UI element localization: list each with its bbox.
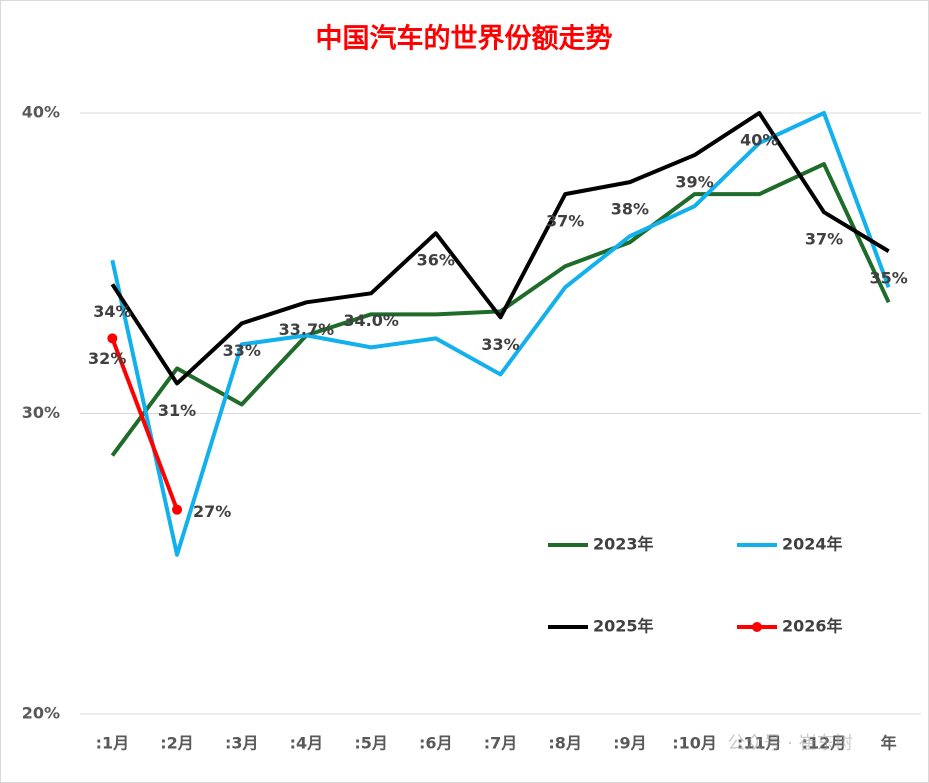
x-tick-label: :4月 <box>290 734 324 753</box>
data-label: 40% <box>740 131 778 150</box>
series-line <box>110 111 891 557</box>
series-line <box>110 111 890 386</box>
x-tick-label: 年 <box>881 734 897 753</box>
x-tick-label: :8月 <box>548 734 582 753</box>
data-label: 34.0% <box>343 311 399 330</box>
x-tick-label: :9月 <box>613 734 647 753</box>
x-tick-label: :5月 <box>354 734 388 753</box>
x-tick-label: :11月 <box>737 734 782 753</box>
data-label: 34% <box>93 302 131 321</box>
data-label: 33.7% <box>279 320 335 339</box>
legend-label: 2026年 <box>782 617 843 636</box>
y-tick-label: 30% <box>22 403 60 422</box>
data-label: 32% <box>88 349 126 368</box>
legend-label: 2025年 <box>593 617 654 636</box>
data-label: 36% <box>417 251 455 270</box>
data-label: 37% <box>546 212 584 231</box>
x-tick-label: :6月 <box>419 734 453 753</box>
x-tick-label: :12月 <box>802 734 847 753</box>
data-label: 35% <box>870 269 908 288</box>
data-label: 38% <box>611 200 649 219</box>
data-label: 33% <box>481 335 519 354</box>
y-tick-label: 20% <box>22 704 60 723</box>
x-tick-label: :10月 <box>672 734 717 753</box>
data-label: 33% <box>223 341 261 360</box>
legend-label: 2024年 <box>782 535 843 554</box>
series-line <box>110 162 891 457</box>
chart-title: 中国汽车的世界份额走势 <box>316 23 613 55</box>
data-label: 27% <box>193 502 231 521</box>
data-label: 31% <box>158 401 196 420</box>
series-line <box>110 337 179 511</box>
watermark: 公众号 · 崔东树 <box>727 733 852 754</box>
point-marker <box>172 504 183 515</box>
legend-marker <box>752 622 762 632</box>
x-tick-label: :7月 <box>484 734 518 753</box>
x-tick-label: :3月 <box>225 734 259 753</box>
x-tick-label: :2月 <box>160 734 194 753</box>
x-tick-label: :1月 <box>96 734 130 753</box>
point-marker <box>107 333 118 344</box>
legend-label: 2023年 <box>593 535 654 554</box>
data-label: 39% <box>675 173 713 192</box>
y-tick-label: 40% <box>22 103 60 122</box>
data-label: 37% <box>805 230 843 249</box>
